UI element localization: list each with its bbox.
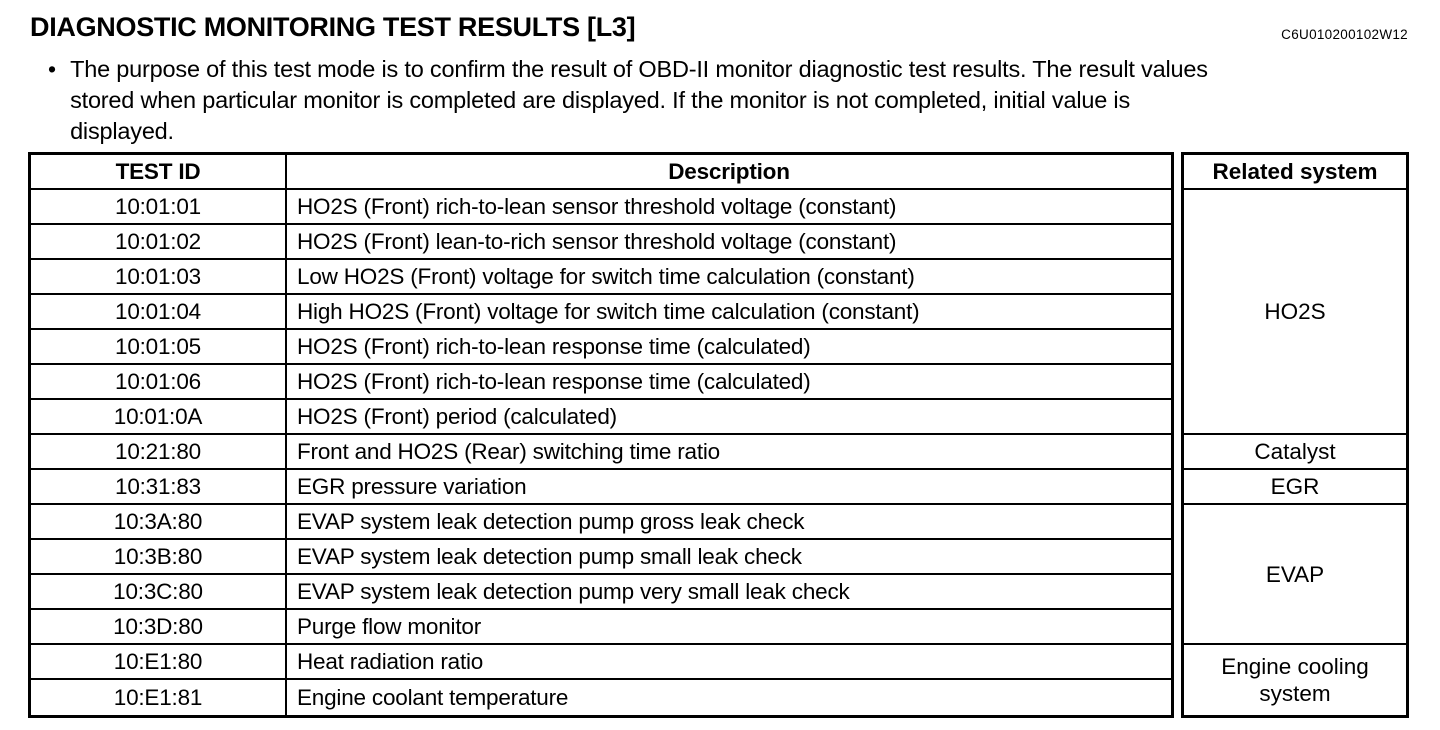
related-system-cell: HO2S [1184, 190, 1406, 435]
description-cell: High HO2S (Front) voltage for switch tim… [297, 298, 920, 324]
related-system-cell: EGR [1184, 470, 1406, 505]
description-cell: Heat radiation ratio [297, 648, 484, 674]
test-id-cell: 10:31:83 [31, 470, 287, 503]
test-table: TEST ID Description 10:01:01 HO2S (Front)… [28, 152, 1174, 718]
description-cell: HO2S (Front) lean-to-rich sensor thresho… [297, 228, 897, 254]
description-cell: HO2S (Front) period (calculated) [297, 403, 617, 429]
table-row: 10:01:06 HO2S (Front) rich-to-lean respon… [31, 365, 1171, 400]
table-header-row: TEST ID Description [31, 155, 1171, 190]
related-system-header: Related system [1184, 155, 1406, 190]
intro-bullet: • The purpose of this test mode is to co… [48, 54, 1228, 147]
test-id-cell: 10:01:0A [31, 400, 287, 433]
test-id-cell: 10:3D:80 [31, 610, 287, 643]
table-row: 10:01:02 HO2S (Front) lean-to-rich sensor… [31, 225, 1171, 260]
table-row: 10:3A:80 EVAP system leak detection pump … [31, 505, 1171, 540]
table-row: 10:E1:81 Engine coolant temperature [31, 680, 1171, 715]
test-id-cell: 10:01:06 [31, 365, 287, 398]
related-system-cell: Engine cooling system [1221, 654, 1369, 706]
bullet-icon: • [48, 56, 57, 82]
test-id-cell: 10:E1:81 [31, 680, 287, 715]
description-cell: EVAP system leak detection pump very sma… [297, 578, 850, 604]
description-cell: EGR pressure variation [297, 473, 527, 499]
description-header: Description [668, 158, 790, 184]
table-row: 10:01:03 Low HO2S (Front) voltage for swi… [31, 260, 1171, 295]
table-row: 10:3B:80 EVAP system leak detection pump … [31, 540, 1171, 575]
description-cell: Low HO2S (Front) voltage for switch time… [297, 263, 915, 289]
table-row: 10:E1:80 Heat radiation ratio [31, 645, 1171, 680]
test-id-cell: 10:01:02 [31, 225, 287, 258]
description-cell: HO2S (Front) rich-to-lean response time … [297, 333, 811, 359]
description-cell: EVAP system leak detection pump gross le… [297, 508, 805, 534]
test-table-body: 10:01:01 HO2S (Front) rich-to-lean sensor… [31, 190, 1171, 715]
related-system-cell: Catalyst [1184, 435, 1406, 470]
description-cell: Front and HO2S (Rear) switching time rat… [297, 438, 721, 464]
test-id-cell: 10:01:04 [31, 295, 287, 328]
test-id-cell: 10:01:01 [31, 190, 287, 223]
test-id-cell: 10:E1:80 [31, 645, 287, 678]
description-cell: HO2S (Front) rich-to-lean sensor thresho… [297, 193, 897, 219]
related-system-cell: EVAP [1184, 505, 1406, 645]
table-row: 10:01:05 HO2S (Front) rich-to-lean respon… [31, 330, 1171, 365]
description-cell: Purge flow monitor [297, 613, 481, 639]
related-system-body: HO2S Catalyst EGR EVAP Engine cooling system [1184, 190, 1406, 715]
document-code: C6U010200102W12 [1281, 27, 1408, 42]
intro-text: The purpose of this test mode is to conf… [70, 56, 1208, 144]
test-id-cell: 10:3C:80 [31, 575, 287, 608]
description-cell: EVAP system leak detection pump small le… [297, 543, 802, 569]
table-row: 10:3C:80 EVAP system leak detection pump … [31, 575, 1171, 610]
table-row: 10:3D:80 Purge flow monitor [31, 610, 1171, 645]
table-row: 10:01:0A HO2S (Front) period (calculated) [31, 400, 1171, 435]
test-id-cell: 10:3B:80 [31, 540, 287, 573]
related-system-table: Related system HO2S Catalyst EGR EVAP Engine… [1181, 152, 1409, 718]
test-id-cell: 10:3A:80 [31, 505, 287, 538]
table-row: 10:31:83 EGR pressure variation [31, 470, 1171, 505]
description-cell: HO2S (Front) rich-to-lean response time … [297, 368, 811, 394]
table-row: 10:01:01 HO2S (Front) rich-to-lean sensor… [31, 190, 1171, 225]
table-row: 10:21:80 Front and HO2S (Rear) switching … [31, 435, 1171, 470]
test-id-header: TEST ID [31, 155, 287, 188]
test-id-cell: 10:21:80 [31, 435, 287, 468]
table-row: 10:01:04 High HO2S (Front) voltage for sw… [31, 295, 1171, 330]
diagnostic-table: TEST ID Description 10:01:01 HO2S (Front)… [28, 152, 1409, 718]
description-cell: Engine coolant temperature [297, 684, 569, 710]
test-id-cell: 10:01:03 [31, 260, 287, 293]
test-id-cell: 10:01:05 [31, 330, 287, 363]
page-title: DIAGNOSTIC MONITORING TEST RESULTS [L3] [30, 12, 636, 42]
